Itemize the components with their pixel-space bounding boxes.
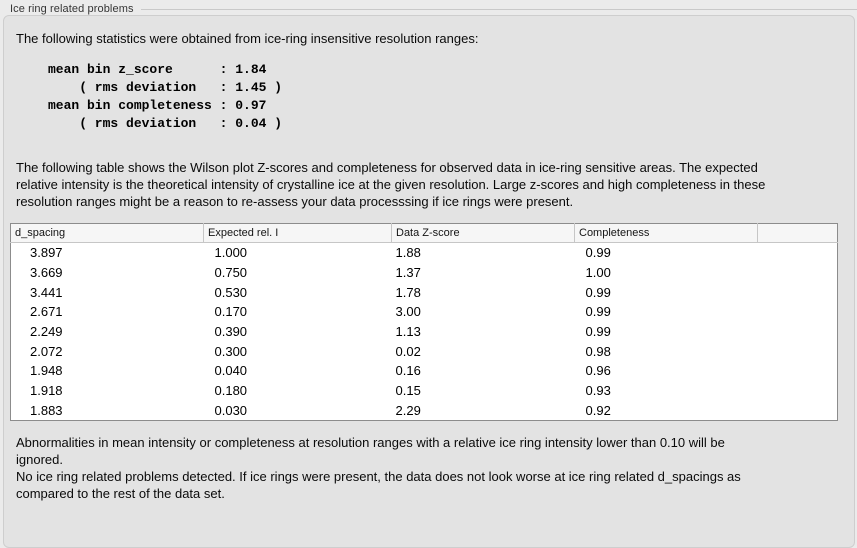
table-cell: 0.02	[395, 343, 421, 359]
table-cell: 2.249	[30, 324, 63, 340]
stats-block: mean bin z_score : 1.84 ( rms deviation …	[48, 62, 283, 131]
table-body: 3.897 1.000 1.88 0.99 3.669 0.750 1.37 1.00 3.44…	[11, 243, 838, 421]
table-cell: 0.530	[214, 284, 248, 300]
table-cell: 0.99	[585, 304, 611, 320]
table-cell: 0.15	[395, 383, 421, 399]
table-row[interactable]: 3.897 1.000 1.88 0.99	[11, 243, 838, 263]
table-cell: 0.99	[585, 284, 611, 300]
table-cell: 3.669	[30, 265, 63, 281]
table-cell: 1.918	[30, 383, 63, 399]
table-cell: 0.170	[214, 304, 248, 320]
table-cell: 1.13	[395, 324, 421, 340]
column-header-empty	[757, 223, 838, 243]
table-cell	[758, 302, 838, 322]
panel-title: Ice ring related problems	[10, 2, 134, 15]
table-cell: 0.99	[585, 324, 611, 340]
table-cell: 0.300	[214, 343, 248, 359]
table-cell: 0.390	[214, 324, 248, 340]
table-cell: 0.030	[214, 402, 248, 418]
table-cell	[758, 263, 838, 283]
ice-ring-table[interactable]: d_spacing Expected rel. I Data Z-score C…	[10, 223, 838, 422]
panel-header: Ice ring related problems	[0, 0, 857, 17]
table-cell	[758, 401, 838, 421]
table-cell: 0.040	[214, 363, 248, 379]
table-cell	[758, 341, 838, 361]
table-cell	[758, 381, 838, 401]
table-cell: 2.29	[395, 402, 421, 418]
table-cell: 3.441	[30, 284, 63, 300]
table-cell: 0.92	[585, 402, 611, 418]
table-cell: 1.948	[30, 363, 63, 379]
header-divider	[140, 9, 857, 10]
column-header-completeness[interactable]: Completeness	[574, 223, 758, 243]
table-row[interactable]: 2.249 0.390 1.13 0.99	[11, 322, 838, 342]
table-row[interactable]: 1.883 0.030 2.29 0.92	[11, 401, 838, 421]
table-cell: 3.897	[30, 245, 63, 261]
table-cell: 0.180	[214, 383, 248, 399]
intro-text: The following statistics were obtained f…	[16, 31, 479, 46]
table-row[interactable]: 1.918 0.180 0.15 0.93	[11, 381, 838, 401]
column-header-d-spacing[interactable]: d_spacing	[10, 223, 204, 243]
table-row[interactable]: 2.671 0.170 3.00 0.99	[11, 302, 838, 322]
table-cell: 1.78	[395, 284, 421, 300]
table-header-row: d_spacing Expected rel. I Data Z-score C…	[10, 223, 838, 243]
table-cell: 0.93	[585, 383, 611, 399]
table-cell: 0.96	[585, 363, 611, 379]
table-cell: 0.98	[585, 343, 611, 359]
table-row[interactable]: 2.072 0.300 0.02 0.98	[11, 341, 838, 361]
table-cell	[758, 282, 838, 302]
description-text: The following table shows the Wilson plo…	[16, 160, 766, 209]
column-header-expected-rel-i[interactable]: Expected rel. I	[203, 223, 392, 243]
table-cell	[758, 322, 838, 342]
table-cell	[758, 361, 838, 381]
table-cell: 1.00	[585, 265, 611, 281]
table-row[interactable]: 3.669 0.750 1.37 1.00	[11, 263, 838, 283]
table-cell: 1.88	[395, 245, 421, 261]
table-cell: 3.00	[395, 304, 421, 320]
conclusion-text: No ice ring related problems detected. I…	[16, 469, 741, 502]
table-cell: 2.072	[30, 343, 63, 359]
table-cell: 0.750	[214, 265, 248, 281]
ignore-note-text: Abnormalities in mean intensity or compl…	[16, 435, 725, 468]
column-header-data-z-score[interactable]: Data Z-score	[391, 223, 575, 243]
table-row[interactable]: 1.948 0.040 0.16 0.96	[11, 361, 838, 381]
table-cell	[758, 243, 838, 263]
ice-ring-groupbox: The following statistics were obtained f…	[3, 15, 855, 548]
table-cell: 1.883	[30, 402, 63, 418]
table-cell: 0.16	[395, 363, 421, 379]
table-cell: 1.000	[214, 245, 248, 261]
table-cell: 1.37	[395, 265, 421, 281]
table-cell: 2.671	[30, 304, 63, 320]
table-cell: 0.99	[585, 245, 611, 261]
table-row[interactable]: 3.441 0.530 1.78 0.99	[11, 282, 838, 302]
